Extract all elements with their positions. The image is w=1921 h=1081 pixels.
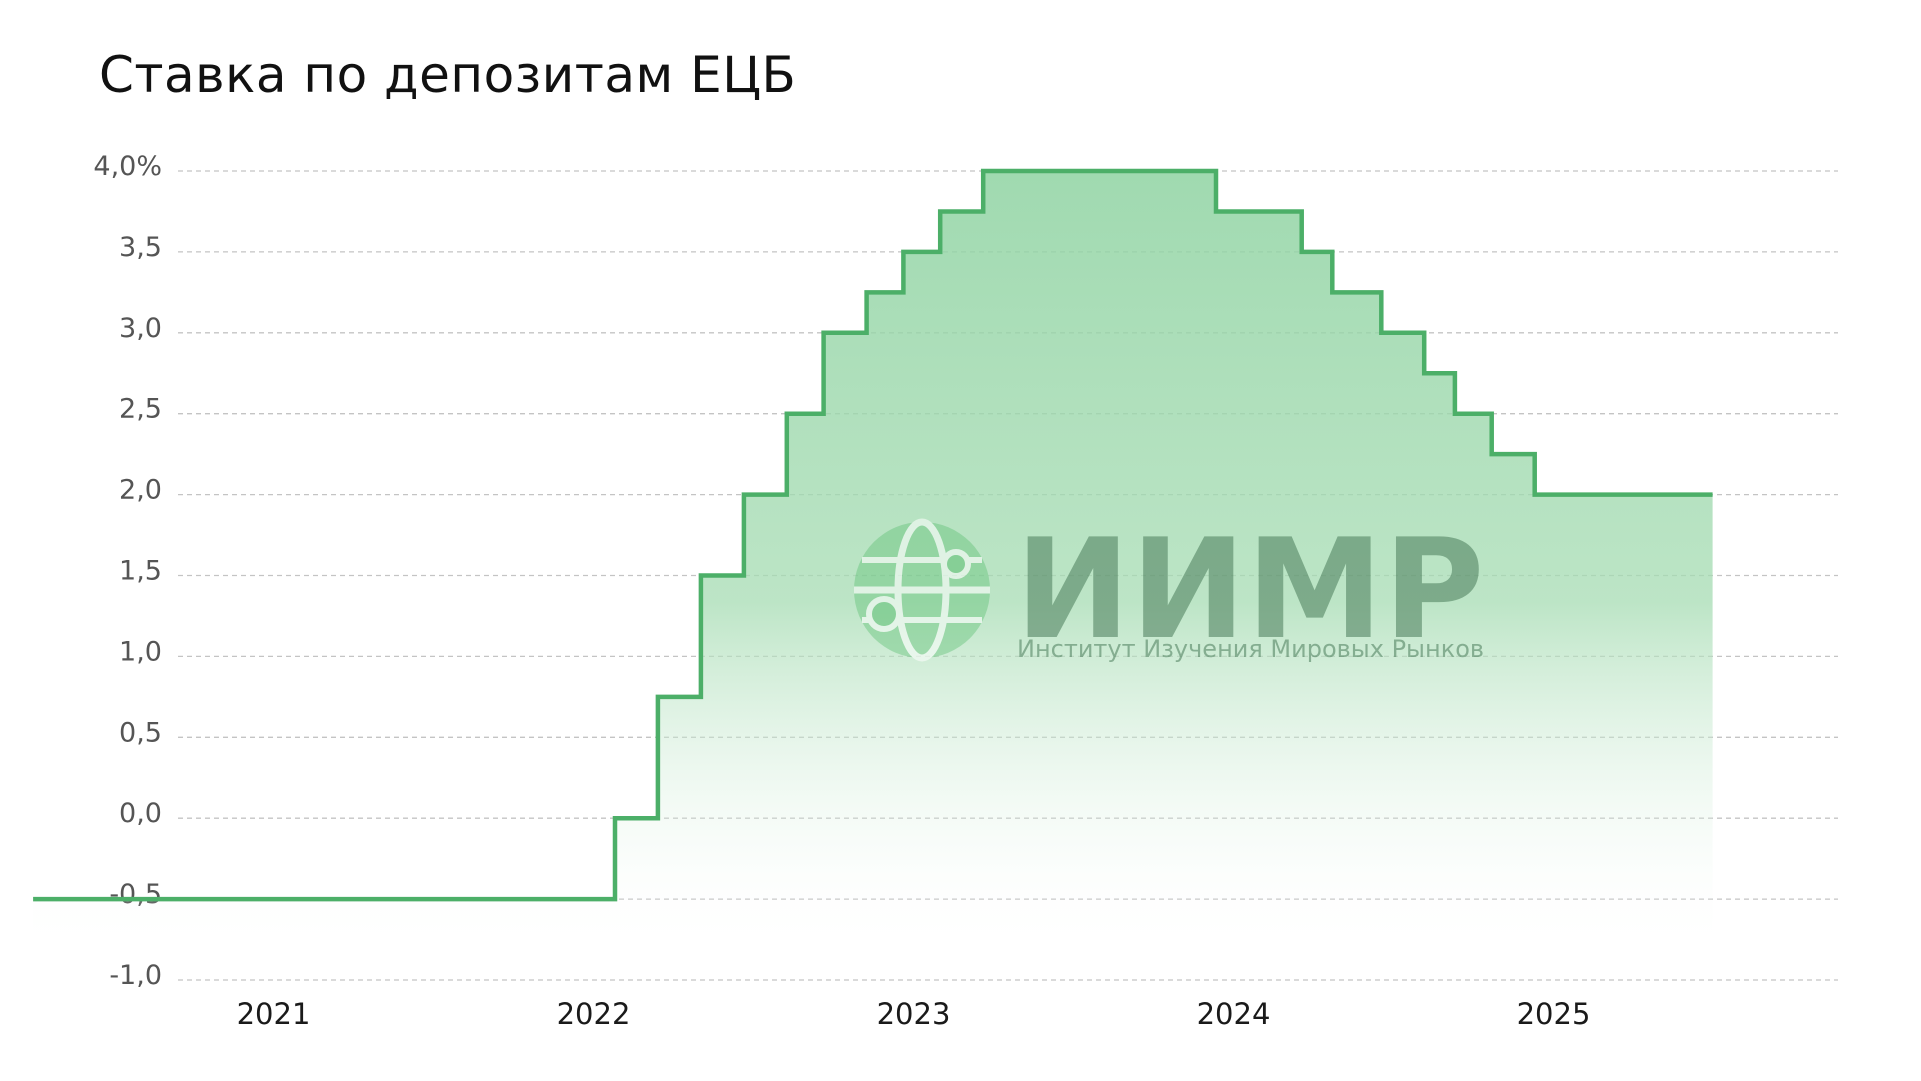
y-tick-label: 3,0: [119, 313, 162, 344]
y-axis: 4,0%3,53,02,52,01,51,00,50,0-0,5-1,0: [93, 151, 162, 991]
y-tick-label: 2,0: [119, 475, 162, 506]
x-tick-label: 2023: [877, 997, 951, 1031]
watermark-main: ИИМР: [1015, 509, 1484, 670]
x-tick-label: 2024: [1197, 997, 1271, 1031]
y-tick-label: 3,5: [119, 232, 162, 263]
y-tick-label: 1,0: [119, 636, 162, 667]
y-tick-label: -1,0: [109, 960, 162, 991]
watermark: ИИМР Институт Изучения Мировых Рынков: [854, 509, 1484, 670]
y-tick-label: 0,5: [119, 717, 162, 748]
watermark-sub: Институт Изучения Мировых Рынков: [1017, 635, 1484, 663]
globe-network-icon: [854, 518, 990, 662]
x-tick-label: 2021: [237, 997, 311, 1031]
y-tick-label: 1,5: [119, 556, 162, 587]
series-line: [33, 168, 1713, 902]
y-tick-label: 0,0: [119, 798, 162, 829]
x-tick-label: 2022: [557, 997, 631, 1031]
y-tick-label: 4,0%: [93, 151, 162, 182]
chart-title: Ставка по депозитам ЕЦБ: [99, 46, 797, 104]
y-tick-label: 2,5: [119, 394, 162, 425]
x-axis: 2021 2022 2023 2024 2025: [237, 997, 1591, 1031]
x-tick-label: 2025: [1517, 997, 1591, 1031]
